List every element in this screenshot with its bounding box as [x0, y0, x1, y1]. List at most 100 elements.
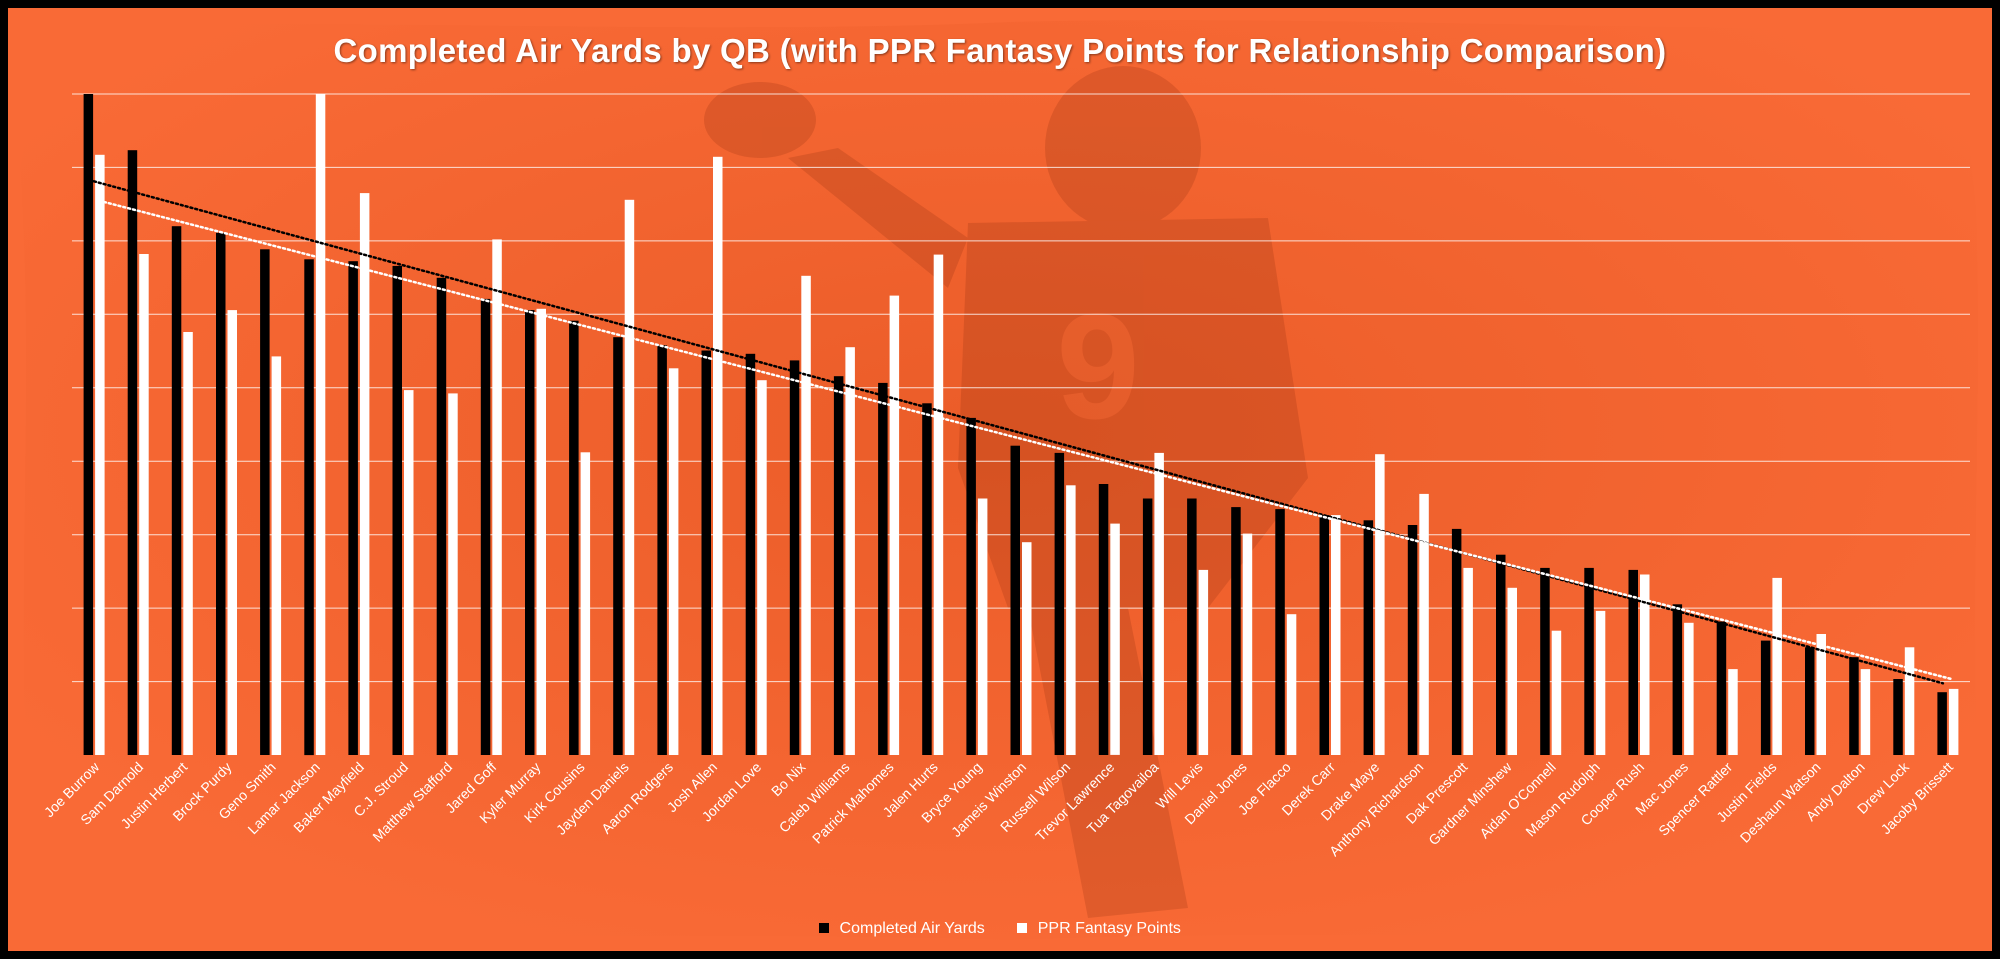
legend-label-ppr: PPR Fantasy Points	[1037, 920, 1181, 937]
bar-air-yards	[1054, 452, 1065, 755]
bar-ppr-points	[183, 332, 193, 755]
bar-ppr-points	[668, 368, 679, 755]
bar-ppr-points	[95, 154, 105, 756]
legend: Completed Air Yards PPR Fantasy Points	[8, 920, 1992, 938]
bar-ppr-points	[492, 239, 502, 755]
bar-ppr-points	[404, 390, 414, 755]
bar-air-yards	[480, 298, 491, 755]
bar-ppr-points	[1816, 634, 1826, 755]
bar-air-yards	[1231, 507, 1241, 755]
chart-frame: 9 Joe Burrow Sam Darnold Justin Herbert Bro…	[8, 8, 1992, 951]
bar-ppr-points	[1772, 577, 1782, 755]
bar-air-yards	[569, 320, 579, 755]
bar-ppr-points	[801, 275, 811, 755]
torso-shape	[958, 218, 1308, 608]
bar-air-yards	[922, 403, 932, 755]
bar-air-yards	[1937, 692, 1947, 755]
bar-ppr-points	[227, 310, 237, 755]
bar-ppr-points	[1640, 574, 1650, 755]
bar-air-yards	[1805, 647, 1815, 755]
bar-ppr-points	[1904, 647, 1915, 755]
bar-air-yards	[657, 345, 667, 755]
bar-air-yards	[1893, 679, 1903, 755]
bar-ppr-points	[1331, 515, 1341, 755]
bar-air-yards	[304, 259, 314, 756]
legend-swatch-air-yards	[819, 923, 830, 933]
legend-label-air-yards: Completed Air Yards	[839, 920, 985, 937]
x-tick-label: Trevor Lawrence	[1032, 759, 1117, 844]
x-tick-label: Jameis Winston	[948, 759, 1029, 840]
gridlines	[72, 93, 1970, 683]
bar-air-yards	[1760, 640, 1771, 755]
bar-ppr-points	[1242, 533, 1253, 755]
bar-air-yards	[701, 350, 711, 755]
bar-ppr-points	[1154, 452, 1164, 755]
bar-air-yards	[1407, 525, 1418, 755]
bar-ppr-points	[271, 356, 282, 755]
bar-ppr-points	[624, 199, 635, 756]
bar-ppr-points	[1948, 688, 1959, 755]
bar-ppr-points	[1463, 567, 1473, 755]
bar-air-yards	[1275, 509, 1285, 755]
throwing-arm-shape	[788, 148, 968, 288]
x-tick-label: Bo Nix	[768, 759, 808, 799]
x-tick-label: Matthew Stafford	[369, 759, 455, 845]
bar-air-yards	[1098, 484, 1109, 755]
trendline-ppr-points	[97, 199, 1955, 681]
bar-air-yards	[613, 337, 623, 755]
bar-air-yards	[1849, 657, 1859, 755]
bar-ppr-points	[1507, 587, 1517, 755]
bar-air-yards	[1540, 567, 1550, 755]
legend-item-ppr: PPR Fantasy Points	[1017, 920, 1181, 938]
bar-ppr-points	[1110, 523, 1120, 755]
bar-ppr-points	[1419, 493, 1429, 755]
bar-air-yards	[1716, 621, 1727, 755]
bar-air-yards	[1584, 567, 1594, 755]
bar-air-yards	[1451, 528, 1462, 755]
bar-ppr-points	[448, 393, 458, 755]
jersey-number-shape: 9	[1056, 282, 1139, 450]
legend-swatch-ppr	[1017, 923, 1028, 933]
bar-ppr-points	[1728, 669, 1738, 755]
bar-air-yards	[966, 417, 976, 755]
bar-ppr-points	[315, 94, 326, 755]
bar-air-yards	[216, 232, 226, 756]
legend-item-air-yards: Completed Air Yards	[819, 920, 985, 938]
bar-ppr-points	[1286, 614, 1297, 755]
bar-air-yards	[745, 353, 756, 755]
bar-ppr-points	[1684, 622, 1694, 755]
bar-air-yards	[1496, 554, 1506, 755]
bar-air-yards	[83, 94, 94, 755]
bar-ppr-points	[1022, 542, 1032, 755]
bar-ppr-points	[713, 156, 723, 756]
bar-air-yards	[1187, 498, 1197, 755]
bar-air-yards	[878, 382, 888, 755]
bar-ppr-points	[977, 498, 988, 755]
football-shape	[704, 82, 816, 158]
bar-air-yards	[789, 360, 800, 755]
bar-air-yards	[348, 261, 358, 755]
bar-ppr-points	[1375, 454, 1385, 755]
brush-stroke-area	[20, 20, 1980, 940]
bars	[83, 94, 1959, 756]
bar-air-yards	[260, 249, 270, 756]
bar-ppr-points	[139, 254, 149, 755]
x-tick-label: Deshaun Watson	[1737, 759, 1824, 846]
bar-ppr-points	[1198, 569, 1209, 755]
bar-air-yards	[1319, 515, 1329, 755]
bar-air-yards	[392, 265, 402, 755]
x-tick-label: Patrick Mahomes	[809, 759, 897, 847]
helmet-shape	[1045, 66, 1201, 230]
x-tick-label: Aidan O'Connell	[1476, 759, 1559, 842]
bar-ppr-points	[889, 295, 900, 755]
bar-air-yards	[127, 150, 138, 755]
trendline-air-yards	[87, 178, 1945, 685]
bar-ppr-points	[845, 347, 855, 755]
bar-ppr-points	[1066, 485, 1076, 755]
bar-air-yards	[833, 376, 844, 755]
bar-air-yards	[1628, 569, 1638, 755]
bar-air-yards	[1142, 498, 1153, 755]
bar-air-yards	[1363, 520, 1374, 755]
